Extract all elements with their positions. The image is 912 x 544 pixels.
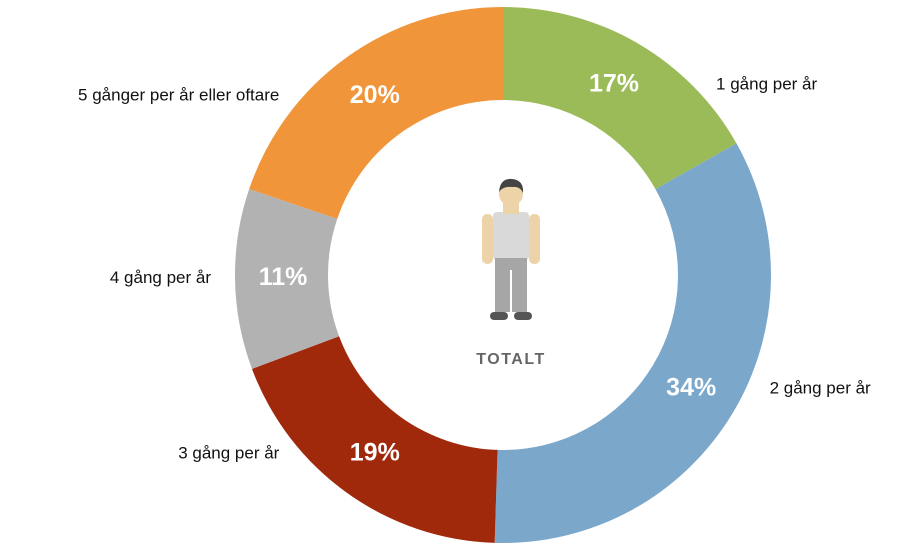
icon-hair: [499, 178, 524, 193]
category-label: 4 gång per år: [110, 268, 211, 287]
icon-arm: [482, 214, 493, 264]
icon-head: [499, 182, 523, 206]
segment: [251, 336, 498, 543]
icon-shoe: [490, 312, 508, 320]
segment: [494, 143, 772, 544]
value-label: 20%: [350, 81, 400, 109]
icon-shoe: [514, 312, 532, 320]
segment: [503, 7, 737, 190]
center-label: TOTALT: [476, 351, 545, 368]
category-label: 5 gånger per år eller oftare: [78, 86, 279, 105]
segments: [235, 7, 772, 544]
category-label: 1 gång per år: [716, 75, 817, 94]
icon-arm: [529, 214, 540, 264]
icon-shirt: [493, 212, 529, 260]
value-label: 34%: [666, 374, 716, 402]
segment: [249, 7, 503, 219]
value-label: 17%: [589, 70, 639, 98]
segment: [235, 189, 340, 369]
value-label: 11%: [259, 263, 308, 291]
category-label: 3 gång per år: [178, 443, 279, 462]
category-label: 2 gång per år: [770, 378, 871, 397]
value-label: 19%: [350, 438, 400, 466]
person-icon: [482, 178, 540, 320]
